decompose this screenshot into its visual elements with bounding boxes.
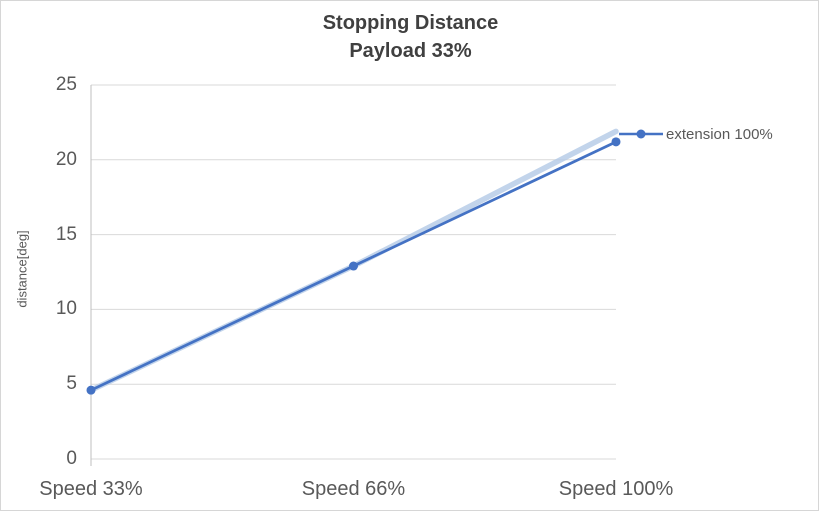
data-point-marker xyxy=(86,385,96,395)
y-tick-label: 20 xyxy=(55,148,77,170)
data-point-marker xyxy=(349,261,358,271)
legend-item-label: extension 100% xyxy=(666,125,773,143)
legend-marker-icon xyxy=(619,129,663,139)
data-point-marker xyxy=(611,137,621,147)
legend-item: extension 100% xyxy=(619,122,773,146)
chart-title: Stopping Distance Payload 33% xyxy=(1,9,818,65)
x-category-label: Speed 66% xyxy=(301,478,406,500)
x-category-label: Speed 100% xyxy=(558,478,674,500)
y-axis-label: distance[deg] xyxy=(14,230,30,308)
y-tick-label: 15 xyxy=(55,223,77,245)
y-tick-label: 25 xyxy=(55,74,77,95)
y-tick-label: 10 xyxy=(55,298,77,320)
chart-title-line2: Payload 33% xyxy=(349,40,472,62)
y-tick-label: 5 xyxy=(66,373,77,395)
series-line xyxy=(88,128,619,393)
y-tick-label: 0 xyxy=(66,448,77,469)
x-category-label: Speed 33% xyxy=(39,478,143,500)
legend: extension 100% xyxy=(619,122,773,146)
chart-title-line1: Stopping Distance xyxy=(322,12,499,34)
